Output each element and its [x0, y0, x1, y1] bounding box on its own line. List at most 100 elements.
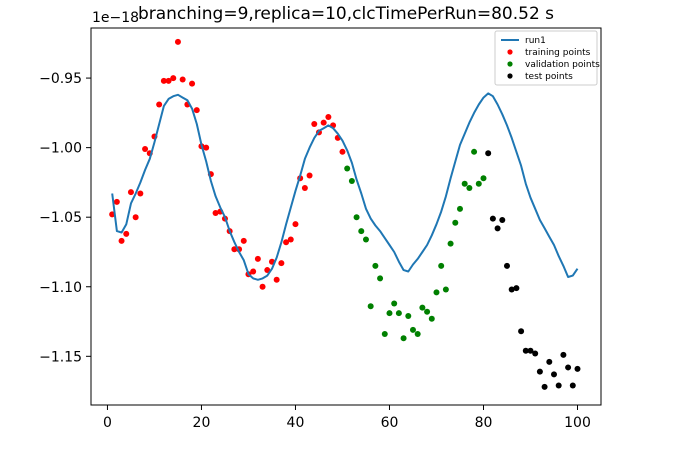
test-point-marker: [494, 225, 501, 232]
training-point-marker: [311, 120, 318, 127]
legend-marker-swatch: [507, 49, 513, 55]
y-tick-label: −1.00: [39, 141, 82, 157]
validation-point-marker: [372, 262, 379, 269]
training-point-marker: [320, 119, 327, 126]
plot-area: [109, 38, 581, 390]
training-point-marker: [278, 260, 285, 267]
training-point-marker: [287, 236, 294, 243]
training-point-marker: [137, 190, 144, 197]
test-point-marker: [522, 347, 529, 354]
chart-title: branching=9,replica=10,clcTimePerRun=80.…: [138, 4, 554, 24]
x-tick-label: 40: [287, 415, 305, 431]
validation-point-marker: [466, 184, 473, 191]
x-tick-label: 20: [193, 415, 211, 431]
training-point-marker: [189, 80, 196, 87]
x-tick-label: 0: [103, 415, 112, 431]
training-point-marker: [254, 255, 261, 262]
training-point-marker: [339, 148, 346, 155]
validation-point-marker: [452, 219, 459, 226]
validation-point-marker: [381, 331, 388, 338]
training-point-marker: [118, 237, 125, 244]
validation-point-marker: [480, 175, 487, 182]
test-point-marker: [532, 350, 539, 357]
training-point-marker: [273, 276, 280, 283]
validation-point-marker: [438, 262, 445, 269]
test-point-marker: [518, 328, 525, 335]
training-points-series: [109, 38, 346, 290]
legend-entry-label: test points: [525, 72, 573, 82]
validation-point-marker: [386, 310, 393, 317]
validation-point-marker: [471, 148, 478, 155]
run1-line: [111, 92, 579, 281]
validation-point-marker: [409, 326, 416, 333]
legend-entry-label: validation points: [525, 60, 600, 70]
test-point-marker: [489, 215, 496, 222]
test-point-marker: [550, 371, 557, 378]
training-point-marker: [123, 230, 130, 237]
training-point-marker: [179, 76, 186, 83]
validation-point-marker: [442, 286, 449, 293]
test-point-marker: [569, 382, 576, 389]
x-tick-label: 100: [564, 415, 591, 431]
legend-marker-swatch: [507, 61, 513, 67]
test-point-marker: [513, 285, 520, 292]
validation-point-marker: [461, 180, 468, 187]
validation-point-marker: [367, 303, 374, 310]
test-point-marker: [503, 262, 510, 269]
validation-point-marker: [395, 310, 402, 317]
training-point-marker: [264, 267, 271, 274]
training-point-marker: [250, 268, 257, 275]
y-axis: −0.95 −1.00 −1.05 −1.10 −1.15: [39, 71, 91, 365]
test-points-series: [485, 150, 581, 390]
validation-point-marker: [414, 331, 421, 338]
validation-point-marker: [433, 289, 440, 296]
test-point-marker: [541, 383, 548, 390]
training-point-marker: [170, 75, 177, 82]
training-point-marker: [325, 114, 332, 121]
validation-point-marker: [377, 275, 384, 282]
legend-entry-label: training points: [525, 48, 591, 58]
training-point-marker: [174, 38, 181, 45]
y-tick-label: −0.95: [39, 71, 82, 87]
validation-point-marker: [344, 165, 351, 172]
validation-point-marker: [362, 236, 369, 243]
training-point-marker: [127, 189, 134, 196]
training-point-marker: [259, 283, 266, 290]
validation-point-marker: [475, 180, 482, 187]
validation-point-marker: [447, 240, 454, 247]
legend: run1 training points validation points test…: [494, 30, 600, 86]
training-point-marker: [113, 198, 120, 205]
training-point-marker: [156, 101, 163, 108]
validation-points-series: [344, 148, 487, 342]
training-point-marker: [283, 239, 290, 246]
test-point-marker: [508, 286, 515, 293]
training-point-marker: [212, 210, 219, 217]
validation-point-marker: [348, 178, 355, 185]
validation-point-marker: [424, 308, 431, 315]
training-point-marker: [160, 77, 167, 84]
test-point-marker: [574, 365, 581, 372]
validation-point-marker: [456, 205, 463, 212]
test-point-marker: [546, 358, 553, 365]
validation-point-marker: [353, 214, 360, 221]
y-tick-label: −1.15: [39, 349, 82, 365]
test-point-marker: [565, 364, 572, 371]
x-axis: 0 20 40 60 80 100: [103, 405, 591, 431]
validation-point-marker: [405, 312, 412, 319]
training-point-marker: [142, 146, 149, 153]
training-point-marker: [240, 237, 247, 244]
y-tick-label: −1.10: [39, 280, 82, 296]
legend-entry-label: run1: [525, 36, 546, 46]
training-point-marker: [203, 144, 210, 151]
validation-point-marker: [428, 315, 435, 322]
test-point-marker: [485, 150, 492, 157]
training-point-marker: [165, 77, 172, 84]
x-tick-label: 80: [475, 415, 493, 431]
validation-point-marker: [391, 300, 398, 307]
legend-box: [494, 30, 598, 86]
validation-point-marker: [419, 304, 426, 311]
training-point-marker: [292, 221, 299, 228]
legend-marker-swatch: [507, 73, 513, 79]
y-offset-label: 1e−18: [92, 10, 139, 26]
